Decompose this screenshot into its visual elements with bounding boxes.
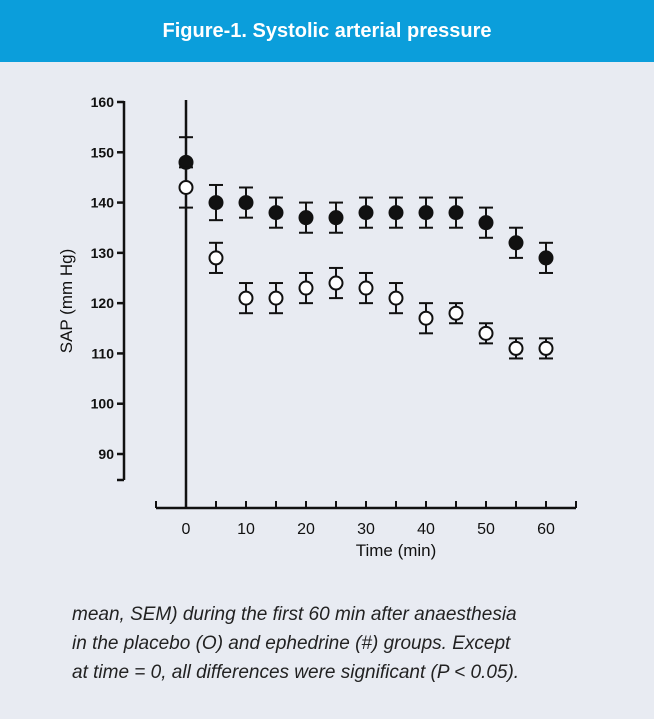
- chart-axes: 90 100 110 120 130 140 150 160 SAP (mm Hg) 0 10 20 3…: [57, 94, 577, 560]
- data-point-open: [388, 290, 404, 306]
- x-tick-label: 30: [357, 521, 375, 538]
- data-point-filled: [208, 195, 224, 211]
- caption-line-2: in the placebo (O) and ephedrine (#) gro…: [72, 633, 511, 654]
- data-point-filled: [478, 215, 494, 231]
- data-point-filled: [448, 205, 464, 221]
- data-point-filled: [418, 205, 434, 221]
- y-tick-label: 140: [91, 195, 115, 211]
- y-axis-label: SAP (mm Hg): [57, 249, 76, 354]
- data-point-filled: [508, 235, 524, 251]
- figure-title: Figure-1. Systolic arterial pressure: [162, 19, 492, 42]
- x-tick-label: 10: [237, 521, 255, 538]
- data-point-open: [358, 280, 374, 296]
- y-tick-label: 160: [91, 94, 115, 110]
- data-point-open: [508, 340, 524, 356]
- x-tick-label: 0: [182, 521, 191, 538]
- x-tick-label: 60: [537, 521, 555, 538]
- y-tick-label: 110: [91, 345, 114, 361]
- figure-header: Figure-1. Systolic arterial pressure: [0, 0, 654, 62]
- x-tick-label: 40: [417, 521, 435, 538]
- chart-marks: [178, 136, 554, 360]
- y-tick-label: 100: [91, 396, 115, 412]
- sap-chart: 90 100 110 120 130 140 150 160 SAP (mm Hg) 0 10 20 3…: [57, 94, 577, 560]
- data-point-filled: [298, 210, 314, 226]
- data-point-open: [478, 325, 494, 341]
- y-tick-label: 130: [91, 245, 115, 261]
- data-point-filled: [358, 205, 374, 221]
- y-tick-label: 120: [91, 295, 115, 311]
- caption-line-3: at time = 0, all differences were signif…: [72, 662, 520, 683]
- data-point-open: [268, 290, 284, 306]
- data-point-open: [418, 310, 434, 326]
- data-point-filled: [328, 210, 344, 226]
- data-point-open: [328, 275, 344, 291]
- data-point-filled: [268, 205, 284, 221]
- data-point-open: [298, 280, 314, 296]
- data-point-open: [208, 250, 224, 266]
- data-point-open: [448, 305, 464, 321]
- data-point-filled: [538, 250, 554, 266]
- x-tick-label: 20: [297, 521, 315, 538]
- data-point-filled: [238, 195, 254, 211]
- data-point-open: [538, 340, 554, 356]
- caption-line-1: mean, SEM) during the first 60 min after…: [72, 604, 517, 625]
- y-tick-label: 150: [91, 144, 115, 160]
- figure-caption: mean, SEM) during the first 60 min after…: [72, 600, 632, 687]
- data-point-filled: [388, 205, 404, 221]
- data-point-open: [238, 290, 254, 306]
- x-axis-label: Time (min): [356, 541, 437, 560]
- data-point-open: [178, 179, 194, 195]
- x-tick-label: 50: [477, 521, 495, 538]
- y-tick-label: 90: [98, 446, 114, 462]
